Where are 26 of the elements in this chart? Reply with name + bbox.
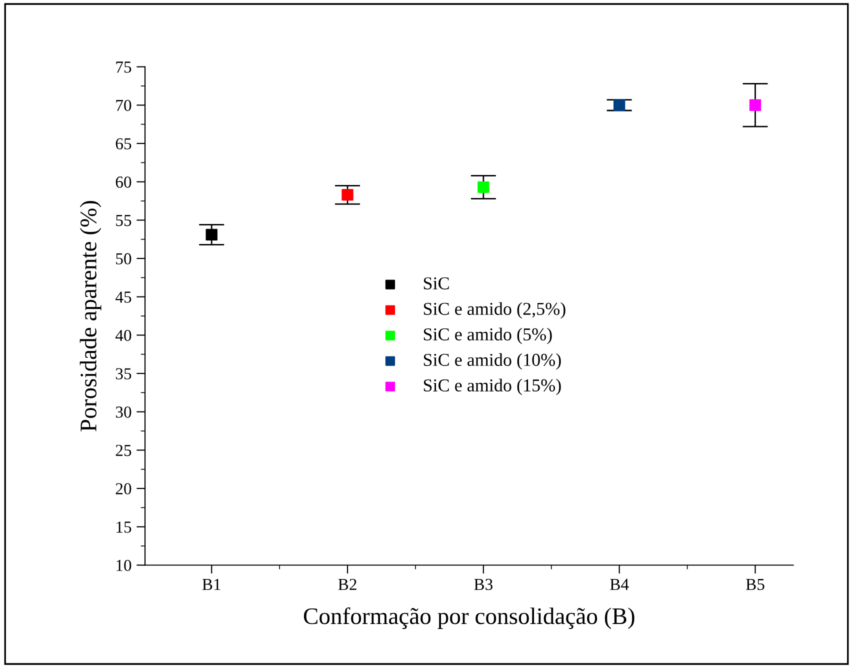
y-tick-label: 60 [116, 176, 132, 188]
y-tick-label: 45 [115, 292, 132, 303]
y-tick-label: 35 [116, 368, 132, 380]
y-tick-label: 20 [116, 483, 132, 494]
x-axis-title: Conformação por consolidação (B) [304, 607, 634, 629]
y-tick-label: 30 [116, 406, 132, 418]
legend-label: SiC e amido (10%) [424, 353, 561, 370]
x-tick-label: B5 [746, 578, 764, 590]
y-tick-label: 10 [116, 560, 132, 572]
legend-label: SiC e amido (15%) [424, 378, 561, 396]
y-tick-label: 25 [116, 444, 132, 456]
y-tick-label: 70 [116, 100, 132, 112]
y-axis-title: Porosidade aparente (%) [80, 200, 102, 432]
x-tick-label: B4 [610, 578, 629, 590]
y-tick-label: 50 [116, 253, 132, 264]
x-tick-label: B1 [202, 578, 220, 590]
y-tick-label: 40 [115, 330, 132, 342]
y-tick-label: 75 [116, 62, 132, 73]
x-tick-label: B3 [474, 578, 492, 590]
y-tick-label: 65 [116, 138, 132, 150]
y-tick-label: 15 [116, 522, 132, 533]
x-tick-label: B2 [338, 578, 356, 590]
legend-label: SiC e amido (5%) [424, 328, 552, 344]
legend-label: SiC [424, 277, 449, 290]
y-tick-label: 55 [116, 215, 132, 226]
legend-label: SiC e amido (2,5%) [424, 302, 566, 319]
